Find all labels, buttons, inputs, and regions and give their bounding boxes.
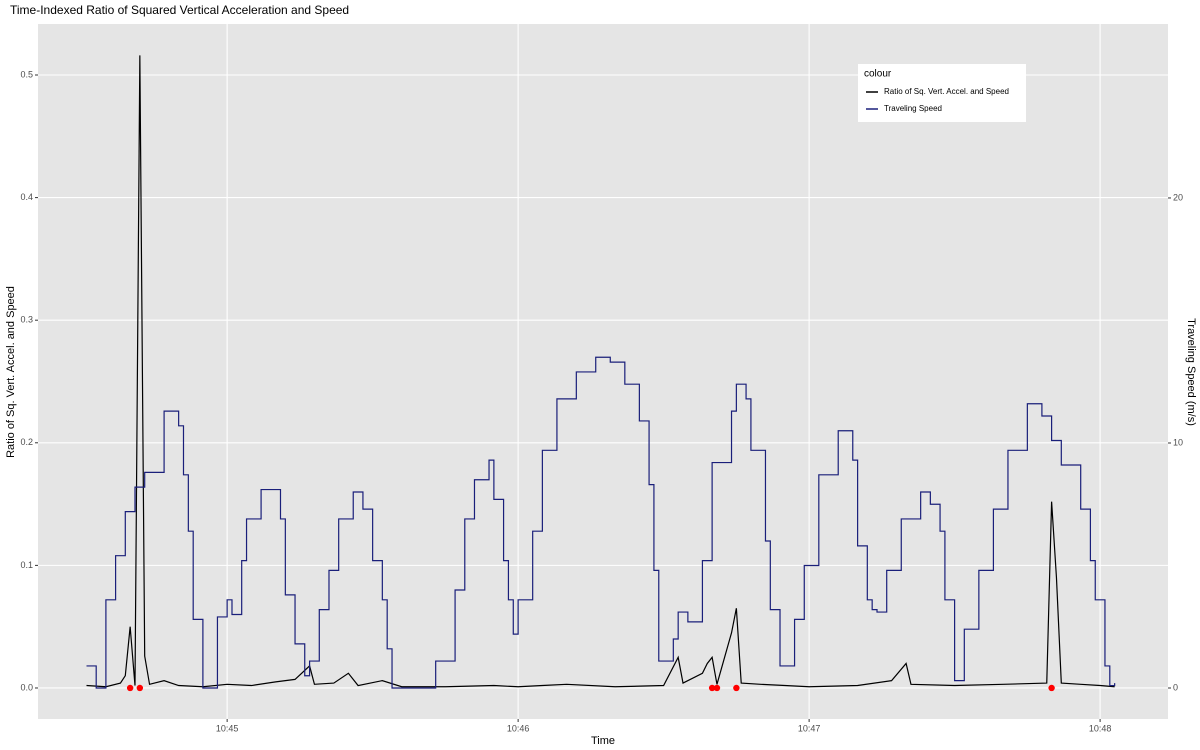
y-axis-label: Ratio of Sq. Vert. Accel. and Speed: [5, 286, 17, 458]
legend-label: Traveling Speed: [884, 104, 942, 113]
chart-title: Time-Indexed Ratio of Squared Vertical A…: [10, 3, 349, 17]
plot-area: [86, 55, 1116, 692]
y-tick-label: 0.0: [20, 682, 33, 692]
x-axis-label: Time: [591, 735, 615, 747]
y-tick-label: 0.4: [20, 192, 33, 202]
y-tick-label: 0.5: [20, 69, 33, 79]
y2-axis-label: Traveling Speed (m/s): [1185, 318, 1197, 426]
legend-box: [858, 64, 1026, 122]
series-line: [86, 55, 1115, 688]
legend-title: colour: [864, 69, 892, 80]
event-marker: [1048, 684, 1055, 692]
series-line: [86, 356, 1116, 689]
legend: colour Ratio of Sq. Vert. Accel. and Spe…: [858, 64, 1026, 122]
legend-label: Ratio of Sq. Vert. Accel. and Speed: [884, 87, 1009, 96]
event-marker: [733, 684, 740, 692]
x-tick-label: 10:48: [1089, 723, 1112, 733]
event-marker: [708, 684, 716, 692]
event-marker: [136, 684, 144, 692]
panel: [38, 24, 1168, 719]
grid: [38, 24, 1168, 719]
y-tick-label: 0.2: [20, 437, 33, 447]
y2-tick-label: 10: [1173, 437, 1183, 447]
y2-tick-label: 0: [1173, 682, 1178, 692]
x-tick-label: 10:45: [216, 723, 239, 733]
y2-tick-label: 20: [1173, 192, 1183, 202]
x-tick-label: 10:47: [798, 723, 821, 733]
event-marker: [713, 684, 721, 692]
y-tick-label: 0.3: [20, 315, 33, 325]
event-marker: [126, 684, 134, 692]
x-tick-label: 10:46: [507, 723, 530, 733]
y-tick-label: 0.1: [20, 560, 33, 570]
